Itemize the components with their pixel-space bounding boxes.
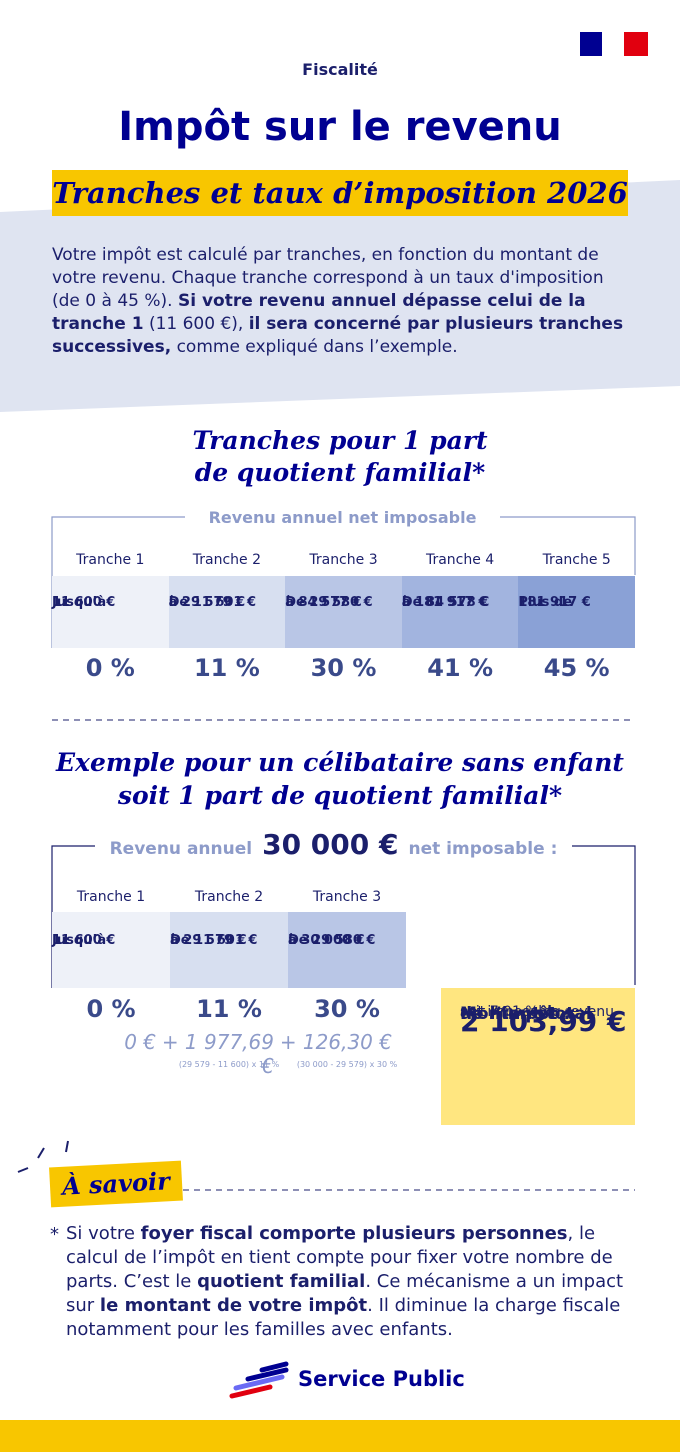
tranche-cell: Plus de 181 917 € <box>518 576 635 648</box>
tranche-rate: 11 % <box>193 654 260 682</box>
range-line: Plus de <box>518 595 573 610</box>
text-run: comme expliqué dans l’exemple. <box>171 337 458 357</box>
text-run: Votre impôt est calculé par tranches, en… <box>52 245 604 311</box>
label-amount: 30 000 € <box>262 828 399 861</box>
text-run: foyer fiscal comporte plusieurs personne… <box>140 1223 568 1244</box>
formula: (29 579 - 11 600) x 11 % <box>178 1060 280 1069</box>
frame-label: Revenu annuel 30 000 € net imposable : <box>95 828 572 861</box>
intro: Votre impôt est calculé par tranches, en… <box>52 244 624 359</box>
tranche-rate: 45 % <box>543 654 610 682</box>
range-line: 11 600 € <box>52 933 116 948</box>
flag-blue <box>580 32 602 56</box>
text-run: il sera concerné par plusieurs tranches … <box>52 314 624 357</box>
tranche-name: Tranche 5 <box>542 552 611 568</box>
tranche-name: Tranche 2 <box>194 889 264 905</box>
flag-white <box>602 32 624 56</box>
range-line: à 84 577 € <box>285 595 362 610</box>
tranche-cell: De 29 580 € à 84 577 € <box>285 576 402 648</box>
section-title: de quotient familial* <box>194 458 486 487</box>
tranche-cell: Jusqu’à 11 600 € <box>52 912 170 988</box>
range-line: De 11 601 € <box>168 595 257 610</box>
tranche-cell: De 84 578 € à 181 917 € <box>401 576 519 648</box>
tranche-name: Tranche 2 <box>192 552 262 568</box>
tranche-amount: + 1 977,69 € <box>161 1030 274 1078</box>
tranche-cell: Jusqu’à 11 600 € <box>52 576 169 648</box>
text-run: . Il diminue la charge fiscale notamment… <box>66 1295 621 1340</box>
total-label: de l’impôt : <box>460 1004 571 1024</box>
text-run: le montant de votre impôt <box>99 1295 368 1316</box>
tranche-cell: De 11 601 € à 29 579 € <box>170 912 288 988</box>
tranche-rate: 0 % <box>86 995 136 1023</box>
tranche-name: Tranche 3 <box>312 889 382 905</box>
range-line: De 84 578 € <box>401 595 490 610</box>
range-line: à 29 579 € <box>168 595 246 610</box>
total-amount: 2 103,99 € <box>460 1005 627 1038</box>
total-label: Montant total <box>460 1004 592 1024</box>
text-run: , le calcul de l’impôt en tient compte p… <box>66 1223 613 1292</box>
tranche-cell: De 29 580 € à 30 000 € <box>288 912 406 988</box>
formula: (30 000 - 29 579) x 30 % <box>296 1060 398 1069</box>
range-line: à 30 000 € <box>288 933 365 948</box>
total-note: soit 7,01 % du revenu <box>460 1004 614 1020</box>
range-line: De 29 580 € <box>288 933 376 948</box>
tranche-rate: 30 % <box>314 995 380 1023</box>
range-line: 181 917 € <box>518 595 591 610</box>
label-text: net imposable : <box>408 839 558 859</box>
info-text: Si votre foyer fiscal comporte plusieurs… <box>66 1222 626 1342</box>
total-box <box>441 988 635 1125</box>
frame-label: Revenu annuel net imposable <box>208 508 477 527</box>
band <box>0 180 680 412</box>
text-run: (11 600 €), <box>143 314 249 334</box>
range-line: à 29 579 € <box>170 933 247 948</box>
tranche-rate: 0 % <box>85 654 135 682</box>
tranche-rate: 41 % <box>427 654 493 682</box>
tranche-name: Tranche 1 <box>76 889 146 905</box>
logo <box>229 1361 289 1399</box>
info-title: À savoir <box>49 1160 183 1208</box>
footer-bar <box>0 1420 680 1452</box>
range-line: De 29 580 € <box>285 595 373 610</box>
flag-red <box>624 32 648 56</box>
tranche-name: Tranche 3 <box>309 552 378 568</box>
range-line: à 181 917 € <box>401 595 488 610</box>
tranche-amount: 0 € <box>124 1030 156 1054</box>
section-title: Tranches pour 1 part <box>192 426 488 455</box>
tranche-amount: + 126,30 € <box>279 1030 392 1054</box>
range-line: De 11 601 € <box>170 933 258 948</box>
tranche-name: Tranche 1 <box>76 552 145 568</box>
text-run: Si votre revenu annuel dépasse celui de … <box>52 291 586 334</box>
tranche-name: Tranche 4 <box>425 552 495 568</box>
category: Fiscalité <box>302 60 378 79</box>
label-text: Revenu annuel <box>109 839 253 859</box>
ticks <box>17 1140 69 1173</box>
section-title: soit 1 part de quotient familial* <box>117 781 563 810</box>
range-line: Jusqu’à <box>52 595 107 610</box>
total-note: net imposable <box>460 1004 560 1020</box>
title: Impôt sur le revenu <box>118 104 562 150</box>
range-line: Jusqu’à <box>52 933 107 948</box>
tranche-rate: 11 % <box>196 995 262 1023</box>
tranche-rate: 30 % <box>310 654 377 682</box>
info-marker: * <box>50 1224 59 1245</box>
brand: Service Public <box>298 1367 465 1391</box>
text-run: quotient familial <box>197 1271 366 1292</box>
text-run: . Ce mécanisme a un impact sur <box>66 1271 624 1316</box>
text-run: Si votre <box>66 1223 141 1244</box>
section-title: Exemple pour un célibataire sans enfant <box>56 748 624 777</box>
tranche-cell: De 11 601 € à 29 579 € <box>168 576 286 648</box>
subtitle: Tranches et taux d’imposition 2026 <box>52 170 628 216</box>
range-line: 11 600 € <box>52 595 116 610</box>
